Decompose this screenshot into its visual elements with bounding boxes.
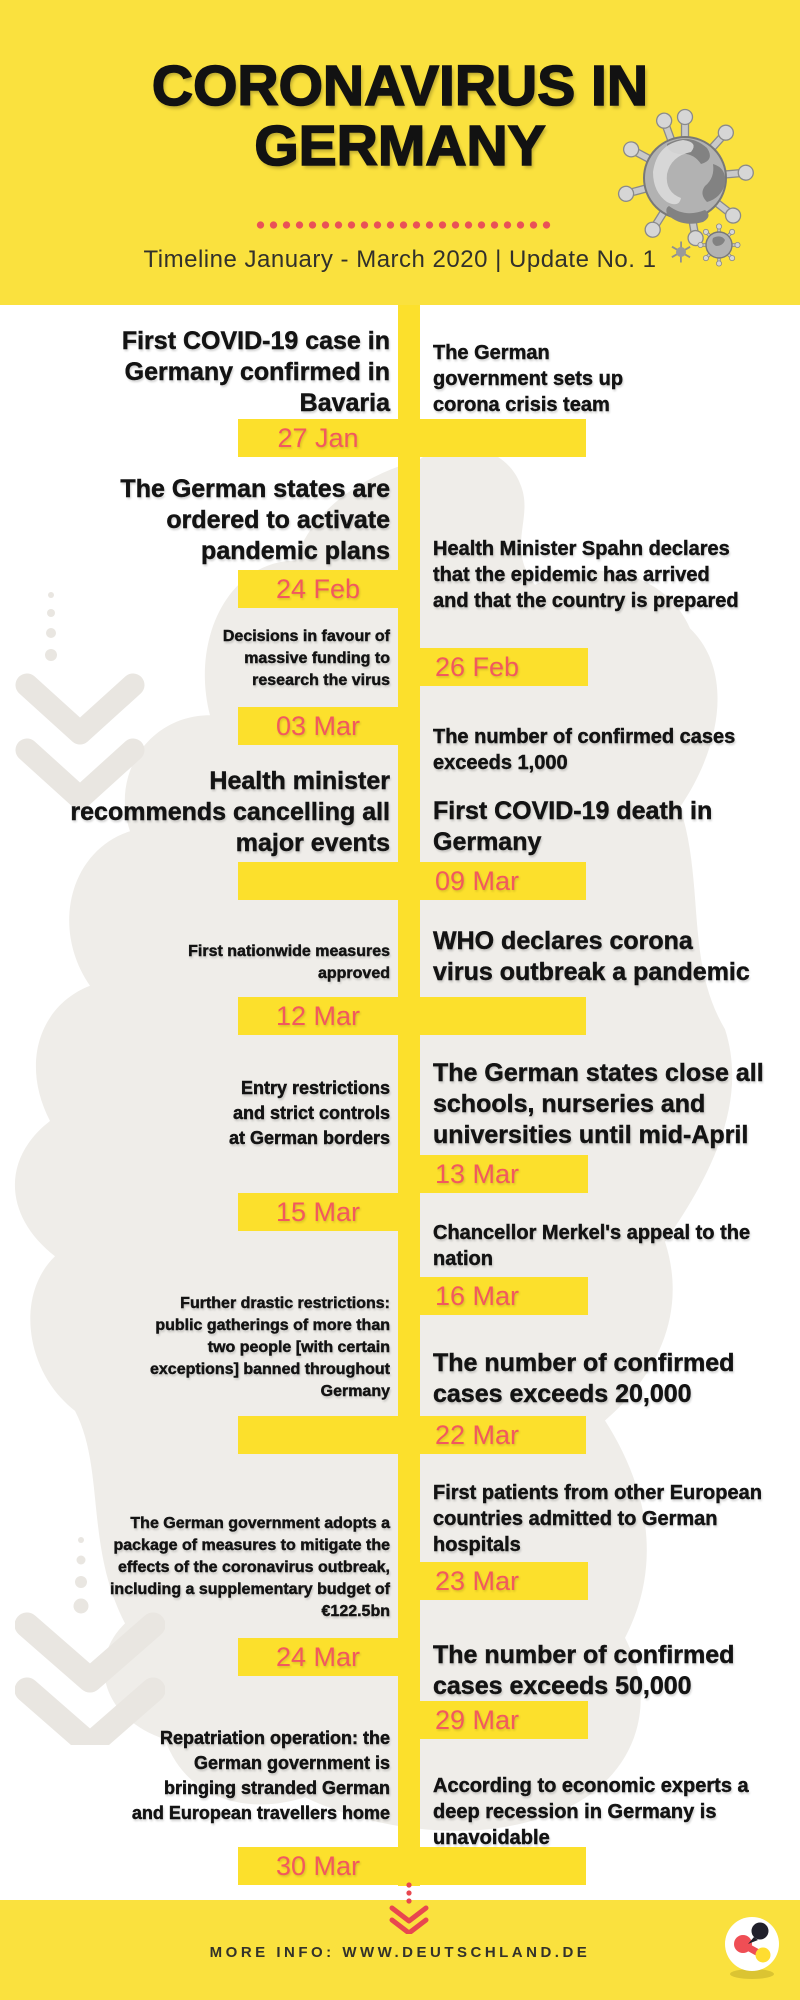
event-text: The number of confirmed cases exceeds 20… (433, 1349, 735, 1408)
date-label: 27 Jan (277, 423, 359, 453)
date-band: 29 Mar (398, 1701, 588, 1739)
chevron-down-decoration-icon (15, 1537, 165, 1745)
date-label: 30 Mar (275, 1851, 361, 1881)
date-label: 24 Mar (275, 1642, 361, 1672)
date-band: 09 Mar (238, 862, 586, 900)
event-text: The number of confirmed cases exceeds 50… (433, 1641, 735, 1700)
date-band: 26 Feb (398, 648, 588, 686)
date-band: 13 Mar (398, 1155, 588, 1193)
event-text: Health minister recommends cancelling al… (70, 767, 390, 857)
date-label: 26 Feb (435, 652, 520, 682)
date-band: 27 Jan (238, 419, 586, 457)
deutschland-de-logo (725, 1917, 779, 1979)
event-text: WHO declares corona virus outbreak a pan… (433, 927, 750, 986)
event-text: First COVID-19 death in Germany (433, 797, 713, 856)
date-band: 23 Mar (398, 1562, 588, 1600)
date-label: 15 Mar (275, 1197, 361, 1227)
date-label: 16 Mar (435, 1281, 520, 1311)
event-text: The German states close all schools, nur… (433, 1059, 764, 1149)
event-text: Decisions in favour of massive funding t… (222, 628, 391, 689)
date-band: 12 Mar (238, 997, 586, 1035)
chevron-down-decoration-icon (15, 592, 145, 810)
date-label: 13 Mar (435, 1159, 520, 1189)
footer-more-info: MORE INFO: WWW.DEUTSCHLAND.DE (209, 1944, 591, 1961)
date-band: 03 Mar (238, 707, 420, 745)
date-label: 24 Feb (275, 574, 361, 604)
event-text: Further drastic restrictions: public gat… (150, 1295, 390, 1400)
event-text: The German government sets up corona cri… (433, 342, 624, 416)
timeline-bar (398, 305, 420, 1886)
date-label: 03 Mar (275, 711, 361, 741)
date-band: 24 Feb (238, 570, 420, 608)
virus-icon (616, 108, 755, 267)
germany-map-silhouette (14, 446, 733, 1831)
date-band: 24 Mar (238, 1638, 420, 1676)
date-label: 09 Mar (435, 866, 520, 896)
event-text: First patients from other European count… (433, 1482, 762, 1556)
subtitle: Timeline January - March 2020 | Update N… (143, 246, 657, 273)
event-text: According to economic experts a deep rec… (433, 1775, 749, 1849)
event-text: Health Minister Spahn declares that the … (433, 538, 739, 612)
event-text: First COVID-19 case in Germany confirmed… (121, 327, 391, 417)
date-label: 22 Mar (435, 1420, 520, 1450)
event-text: The German government adopts a package o… (109, 1515, 390, 1620)
event-text: Chancellor Merkel's appeal to the nation (433, 1222, 751, 1270)
date-band: 22 Mar (238, 1416, 586, 1454)
date-label: 23 Mar (435, 1566, 520, 1596)
event-text: The number of confirmed cases exceeds 1,… (433, 726, 736, 774)
event-text: Entry restrictions and strict controls a… (228, 1078, 391, 1148)
date-label: 29 Mar (435, 1705, 520, 1735)
arrow-down-icon (389, 1882, 429, 1934)
date-band: 30 Mar (238, 1847, 586, 1885)
date-label: 12 Mar (275, 1001, 361, 1031)
date-band: 16 Mar (398, 1277, 588, 1315)
date-band: 15 Mar (238, 1193, 420, 1231)
dotted-divider (256, 220, 552, 230)
event-text: The German states are ordered to activat… (120, 475, 390, 565)
event-text: Repatriation operation: the German gover… (131, 1728, 391, 1823)
page-title: CORONAVIRUS IN GERMANY (0, 54, 800, 178)
page-title-line2: GERMANY (254, 114, 547, 178)
event-text: First nationwide measures approved (188, 943, 390, 982)
page-title-line1: CORONAVIRUS IN (151, 54, 649, 118)
